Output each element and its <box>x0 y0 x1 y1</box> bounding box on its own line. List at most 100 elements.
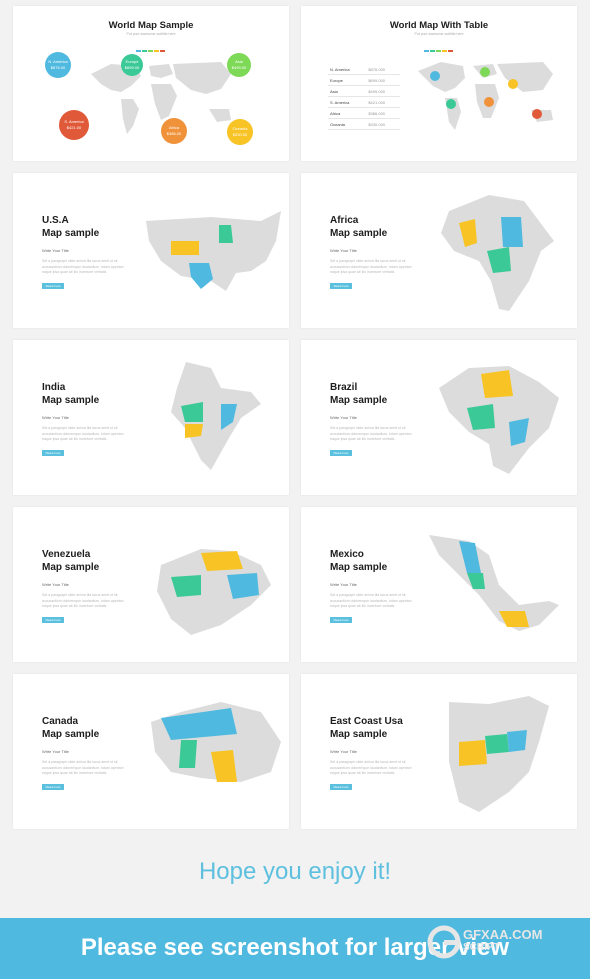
marker-icon <box>446 99 456 109</box>
color-dots <box>136 39 166 52</box>
slide-india[interactable]: India Map sample Write Your Title Set a p… <box>13 340 289 495</box>
mexico-map <box>429 535 559 631</box>
bubble-value: $876.00 <box>50 65 66 70</box>
slide-title: Canada Map sample <box>42 716 100 740</box>
table-row: Oceania $330.000 <box>328 118 400 130</box>
slide-venezuela[interactable]: Venezuela Map sample Write Your Title Set… <box>13 507 289 662</box>
slide-subtitle: Write Your Title <box>330 749 357 754</box>
slide-body-text: Set a paragraph slide anima tila lacus a… <box>42 259 124 274</box>
bubble-africa: Africa $386.00 <box>161 118 187 144</box>
table-cell: $330.000 <box>366 118 400 130</box>
slide-subtitle: Put your awesome subtitle here <box>126 32 176 36</box>
table-row: S. America $421.000 <box>328 96 400 108</box>
marker-icon <box>484 97 494 107</box>
africa-map <box>441 195 554 311</box>
slide-subtitle: Write Your Title <box>42 749 69 754</box>
slide-east-coast[interactable]: East Coast Usa Map sample Write Your Titl… <box>301 674 577 829</box>
bubble-n-america: N. America $876.00 <box>45 52 71 78</box>
table-cell: S. America <box>328 96 367 108</box>
slide-subtitle: Write Your Title <box>330 248 357 253</box>
world-map <box>418 62 553 130</box>
slide-subtitle: Write Your Title <box>42 415 69 420</box>
read-more-button[interactable]: Read more <box>330 283 352 289</box>
marker-icon <box>480 67 490 77</box>
bubble-label: Asia <box>235 59 243 64</box>
table-row: Asia $499.000 <box>328 85 400 97</box>
table-cell: $699.000 <box>366 74 400 86</box>
bubble-value: $699.00 <box>124 65 140 70</box>
table-cell: Africa <box>328 107 367 119</box>
read-more-button[interactable]: Read more <box>42 617 64 623</box>
slide-body-text: Set a paragraph slide anima tila lacus a… <box>330 426 412 441</box>
bubble-oceania: Oceania $330.00 <box>227 119 253 145</box>
slide-subtitle: Write Your Title <box>330 582 357 587</box>
read-more-button[interactable]: Read more <box>42 450 64 456</box>
table-cell: $876.000 <box>366 64 400 75</box>
slide-subtitle: Write Your Title <box>330 415 357 420</box>
watermark-logo-icon <box>427 925 461 959</box>
table-row: Africa $386.000 <box>328 107 400 119</box>
table-cell: $386.000 <box>366 107 400 119</box>
bubble-value: $499.00 <box>231 65 247 70</box>
bubble-label: Europe <box>125 59 139 64</box>
table-cell: Asia <box>328 85 367 97</box>
slide-subtitle: Put your awesome subtitle here <box>414 32 464 36</box>
slide-title: India Map sample <box>42 382 100 406</box>
usa-map <box>146 211 281 291</box>
read-more-button[interactable]: Read more <box>42 784 64 790</box>
color-dots <box>424 39 454 52</box>
slide-africa[interactable]: Africa Map sample Write Your Title Set a … <box>301 173 577 328</box>
table-cell: N. America <box>328 64 367 75</box>
bubble-value: $421.00 <box>66 125 82 130</box>
brazil-map <box>439 366 559 474</box>
slide-title: Mexico Map sample <box>330 549 388 573</box>
slide-world-map[interactable]: World Map Sample Put your awesome subtit… <box>13 6 289 161</box>
table-cell: Europe <box>328 74 367 86</box>
slide-body-text: Set a paragraph slide anima tila lacus a… <box>330 593 412 608</box>
canada-map <box>151 702 281 782</box>
slide-canada[interactable]: Canada Map sample Write Your Title Set a … <box>13 674 289 829</box>
slide-title: World Map Sample <box>108 20 194 31</box>
slide-body-text: Set a paragraph slide anima tila lacus a… <box>42 426 124 441</box>
east-coast-map <box>449 696 549 812</box>
slide-title: Brazil Map sample <box>330 382 388 406</box>
table-row: Europe $699.000 <box>328 74 400 86</box>
table-row: N. America $876.000 <box>328 64 400 75</box>
slide-title: Venezuela Map sample <box>42 549 100 573</box>
enjoy-message: Hope you enjoy it! <box>198 858 392 885</box>
slide-body-text: Set a paragraph slide anima tila lacus a… <box>330 259 412 274</box>
read-more-button[interactable]: Read more <box>42 283 64 289</box>
slide-body-text: Set a paragraph slide anima tila lacus a… <box>330 760 412 775</box>
slide-subtitle: Write Your Title <box>42 582 69 587</box>
bubble-value: $386.00 <box>166 131 182 136</box>
slide-mexico[interactable]: Mexico Map sample Write Your Title Set a … <box>301 507 577 662</box>
table-cell: Oceania <box>328 118 367 130</box>
watermark-subtext: SCRIPT <box>463 942 500 953</box>
bubble-asia: Asia $499.00 <box>227 53 251 77</box>
read-more-button[interactable]: Read more <box>330 784 352 790</box>
slide-usa[interactable]: U.S.A Map sample Write Your Title Set a p… <box>13 173 289 328</box>
bubble-europe: Europe $699.00 <box>121 54 143 76</box>
bubble-label: S. America <box>64 119 84 124</box>
venezuela-map <box>157 549 271 635</box>
bubble-s-america: S. America $421.00 <box>59 110 89 140</box>
table-cell: $421.000 <box>366 96 400 108</box>
read-more-button[interactable]: Read more <box>330 617 352 623</box>
bubble-label: Oceania <box>232 126 248 131</box>
region-table: N. America $876.000 Europe $699.000 Asia $4… <box>328 64 400 130</box>
marker-icon <box>430 71 440 81</box>
table-cell: $499.000 <box>366 85 400 97</box>
read-more-button[interactable]: Read more <box>330 450 352 456</box>
slide-brazil[interactable]: Brazil Map sample Write Your Title Set a … <box>301 340 577 495</box>
marker-icon <box>532 109 542 119</box>
bubble-label: Africa <box>168 125 180 130</box>
footer-banner: Please see screenshot for larger view <box>0 918 590 979</box>
india-map <box>171 362 261 470</box>
slide-title: World Map With Table <box>389 20 489 31</box>
slide-world-table[interactable]: World Map With Table Put your awesome su… <box>301 6 577 161</box>
marker-icon <box>508 79 518 89</box>
watermark-text: GFXAA.COM <box>463 927 543 942</box>
slide-title: U.S.A Map sample <box>42 215 100 239</box>
slide-title: Africa Map sample <box>330 215 388 239</box>
bubble-label: N. America <box>48 59 68 64</box>
